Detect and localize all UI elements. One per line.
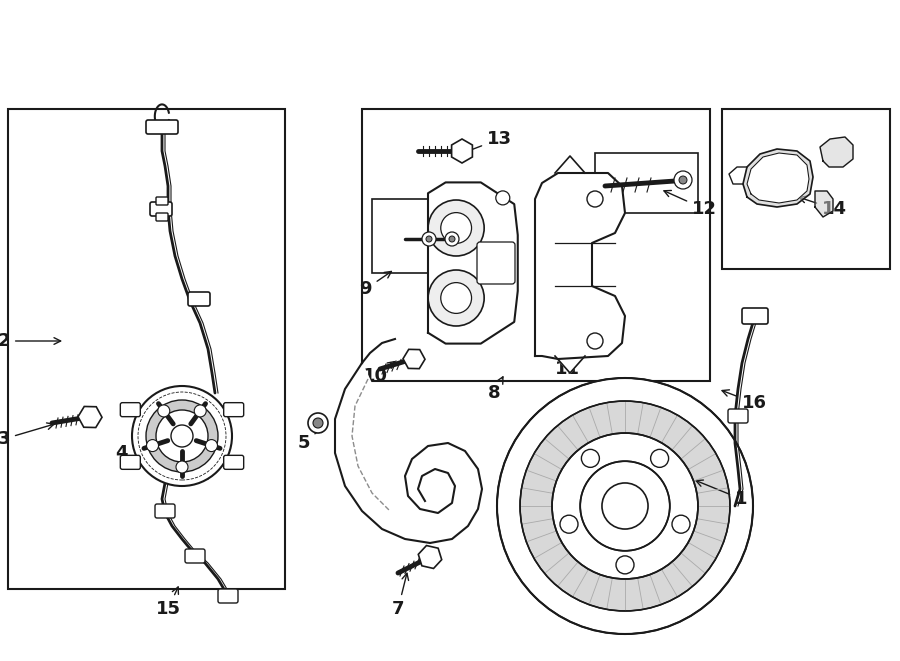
Circle shape <box>445 232 459 246</box>
Text: 10: 10 <box>363 362 394 385</box>
FancyBboxPatch shape <box>728 409 748 423</box>
Text: 9: 9 <box>359 272 392 298</box>
Text: 11: 11 <box>555 353 580 378</box>
Text: 3: 3 <box>0 423 54 448</box>
Circle shape <box>422 232 436 246</box>
FancyBboxPatch shape <box>224 455 244 469</box>
Circle shape <box>587 333 603 349</box>
Circle shape <box>581 449 599 467</box>
Circle shape <box>651 449 669 467</box>
Polygon shape <box>747 153 809 203</box>
Text: 5: 5 <box>298 426 325 452</box>
Circle shape <box>580 461 670 551</box>
FancyBboxPatch shape <box>477 242 515 284</box>
Circle shape <box>441 283 472 313</box>
Circle shape <box>171 425 193 447</box>
Circle shape <box>449 236 455 242</box>
Circle shape <box>146 400 218 472</box>
Text: 12: 12 <box>664 190 717 218</box>
FancyBboxPatch shape <box>121 403 140 416</box>
Text: 13: 13 <box>459 130 512 155</box>
Circle shape <box>497 378 753 634</box>
Circle shape <box>552 433 698 579</box>
Text: 7: 7 <box>392 573 409 618</box>
Circle shape <box>672 515 690 533</box>
Polygon shape <box>743 149 813 207</box>
Circle shape <box>428 200 484 256</box>
Circle shape <box>132 386 232 486</box>
FancyBboxPatch shape <box>156 213 168 221</box>
Text: 1: 1 <box>696 480 748 508</box>
Circle shape <box>602 483 648 529</box>
Circle shape <box>560 515 578 533</box>
Text: 2: 2 <box>0 332 60 350</box>
Bar <box>372 199 458 273</box>
Circle shape <box>674 171 692 189</box>
FancyBboxPatch shape <box>155 504 175 518</box>
Circle shape <box>441 213 472 243</box>
FancyBboxPatch shape <box>218 589 238 603</box>
Polygon shape <box>535 173 625 359</box>
Polygon shape <box>335 363 482 543</box>
FancyBboxPatch shape <box>224 403 244 416</box>
Bar <box>722 109 890 269</box>
Circle shape <box>587 191 603 207</box>
Circle shape <box>496 191 509 205</box>
Polygon shape <box>555 356 585 373</box>
Text: 6: 6 <box>373 460 400 508</box>
Circle shape <box>679 176 687 184</box>
Circle shape <box>308 413 328 433</box>
Polygon shape <box>820 137 853 167</box>
Polygon shape <box>555 156 585 173</box>
Circle shape <box>156 410 208 462</box>
Text: 15: 15 <box>156 587 181 618</box>
FancyBboxPatch shape <box>742 308 768 324</box>
Text: 8: 8 <box>488 377 503 402</box>
Circle shape <box>426 236 432 242</box>
Polygon shape <box>428 182 518 344</box>
Polygon shape <box>815 191 833 217</box>
Circle shape <box>147 440 158 451</box>
Bar <box>362 109 710 381</box>
Circle shape <box>313 418 323 428</box>
FancyBboxPatch shape <box>156 197 168 205</box>
FancyBboxPatch shape <box>121 455 140 469</box>
Text: 14: 14 <box>799 196 847 218</box>
Circle shape <box>194 405 206 417</box>
Bar <box>8 109 285 589</box>
FancyBboxPatch shape <box>146 120 178 134</box>
Text: 4: 4 <box>115 435 151 462</box>
Circle shape <box>616 556 634 574</box>
Circle shape <box>176 461 188 473</box>
Text: 16: 16 <box>722 390 767 412</box>
Circle shape <box>158 405 170 417</box>
Bar <box>595 153 698 213</box>
Circle shape <box>520 401 730 611</box>
Circle shape <box>205 440 218 451</box>
FancyBboxPatch shape <box>185 549 205 563</box>
FancyBboxPatch shape <box>150 202 172 216</box>
FancyBboxPatch shape <box>188 292 210 306</box>
Circle shape <box>428 270 484 326</box>
